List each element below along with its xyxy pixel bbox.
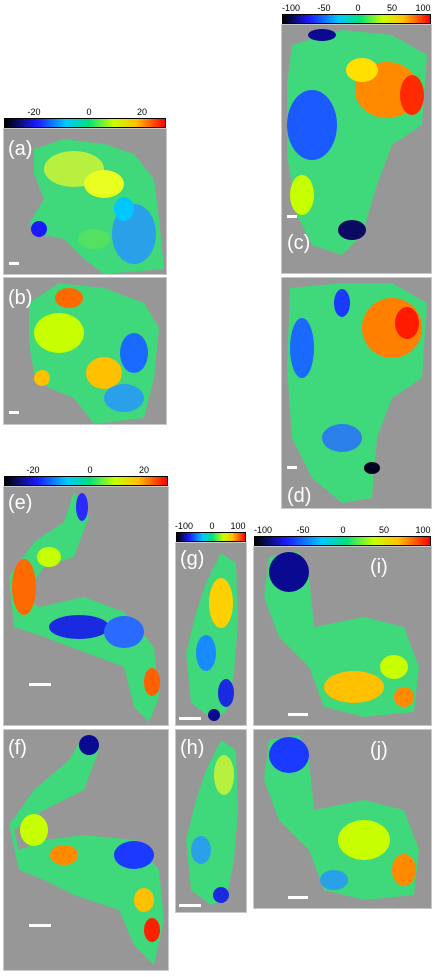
scale-bar: [288, 713, 308, 716]
field-map-a: [29, 139, 164, 274]
scale-bar: [9, 262, 19, 265]
panel-label: (g): [180, 548, 205, 570]
colorbar-ij-tick: -50: [296, 525, 310, 535]
colorbar-ab-tick: -20: [27, 107, 41, 117]
colorbar-ij-tick: -100: [253, 525, 273, 535]
colorbar-cd-tick: 100: [415, 3, 431, 13]
colorbar-ef-tick: 0: [87, 465, 93, 475]
panel-label: (e): [8, 492, 33, 514]
colorbar-cd-tick: -50: [317, 3, 331, 13]
field-map-g: [186, 553, 238, 721]
field-map-e: [9, 492, 160, 722]
field-map-j: [264, 735, 419, 900]
panel-label: (d): [287, 485, 312, 507]
colorbar-cd: [282, 14, 431, 24]
panel-label: (f): [8, 737, 27, 759]
field-map-f: [9, 735, 164, 965]
colorbar-ij-tick: 50: [378, 525, 390, 535]
colorbar-ef-tick: 20: [138, 465, 150, 475]
colorbar-ef-tick: -20: [26, 465, 40, 475]
panel-label: (c): [287, 232, 311, 254]
colorbar-cd-tick: 50: [386, 3, 398, 13]
scale-bar: [179, 717, 201, 720]
colorbar-gh-tick: 0: [209, 521, 215, 531]
colorbar-ab-tick: 0: [86, 107, 92, 117]
field-map-h: [186, 740, 238, 905]
field-map-c: [287, 29, 427, 255]
scale-bar: [287, 466, 297, 469]
colorbar-cd-tick: 0: [355, 3, 361, 13]
panel-label: (h): [180, 737, 205, 759]
scale-bar: [288, 896, 308, 899]
colorbar-ij-tick: 100: [415, 525, 431, 535]
panel-f: (f): [3, 729, 169, 971]
panel-h: (h): [175, 729, 247, 913]
colorbar-ab: [4, 118, 166, 128]
field-map-d: [287, 283, 427, 503]
panel-b: (b): [3, 277, 167, 425]
colorbar-ef: [4, 476, 168, 486]
field-map-i: [264, 552, 419, 717]
colorbar-gh: [176, 532, 246, 542]
scale-bar: [9, 411, 19, 414]
colorbar-cd-tick: -100: [281, 3, 301, 13]
panel-i: (i): [253, 546, 432, 726]
scale-bar: [179, 904, 201, 907]
field-map-b: [29, 283, 159, 424]
panel-g: (g): [175, 542, 247, 726]
colorbar-gh-tick: 100: [230, 521, 246, 531]
scale-bar: [287, 215, 297, 218]
scale-bar: [29, 924, 51, 927]
panel-c: (c): [281, 24, 432, 274]
panel-label: (i): [370, 556, 388, 578]
colorbar-ij-tick: 0: [340, 525, 346, 535]
panel-d: (d): [281, 277, 432, 509]
panel-e: (e): [3, 486, 169, 726]
panel-label: (j): [370, 739, 388, 761]
colorbar-gh-tick: -100: [174, 521, 194, 531]
scale-bar: [29, 683, 51, 686]
colorbar-ab-tick: 20: [136, 107, 148, 117]
panel-a: (a): [3, 128, 167, 275]
panel-label: (b): [8, 287, 33, 309]
panel-j: (j): [253, 729, 432, 909]
colorbar-ij: [254, 536, 431, 546]
panel-label: (a): [8, 138, 33, 160]
